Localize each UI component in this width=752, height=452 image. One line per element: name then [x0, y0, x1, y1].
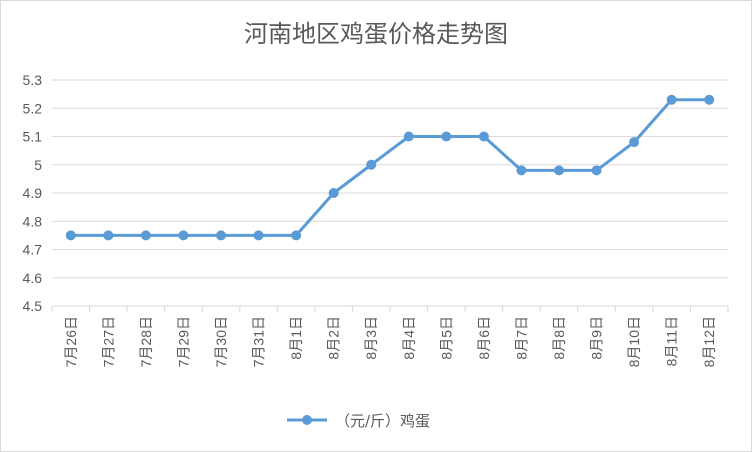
data-point	[103, 230, 114, 241]
data-point	[140, 230, 151, 241]
x-tick-label: 8月8日	[551, 316, 567, 360]
x-tick-label: 7月29日	[175, 316, 191, 367]
data-point	[629, 137, 640, 148]
x-tick-label: 8月2日	[326, 316, 342, 360]
legend: （元/斤）鸡蛋	[287, 410, 430, 430]
data-point	[65, 230, 76, 241]
data-point	[366, 159, 377, 170]
data-point	[516, 165, 527, 176]
data-point	[704, 94, 715, 105]
x-tick-label: 8月7日	[513, 316, 529, 360]
x-tick-label: 8月11日	[664, 316, 680, 366]
y-tick-label: 5.1	[23, 129, 43, 145]
y-tick-label: 4.9	[23, 185, 43, 201]
x-tick-label: 8月9日	[589, 316, 605, 360]
x-tick-label: 8月1日	[288, 316, 304, 360]
x-tick-label: 8月10日	[626, 316, 642, 367]
x-tick-label: 8月4日	[401, 316, 417, 360]
x-tick-label: 8月3日	[363, 316, 379, 360]
data-point	[216, 230, 226, 241]
data-point	[403, 131, 414, 142]
legend-series-marker	[287, 415, 327, 425]
y-tick-label: 5.3	[23, 72, 43, 88]
chart-title: 河南地区鸡蛋价格走势图	[244, 20, 508, 48]
y-tick-label: 5	[34, 157, 42, 173]
data-point	[441, 131, 452, 142]
x-tick-label: 7月30日	[213, 316, 229, 367]
x-tick-label: 7月27日	[100, 316, 116, 367]
data-point	[253, 230, 264, 241]
y-tick-label: 4.6	[23, 270, 43, 286]
data-point	[328, 188, 339, 198]
y-tick-label: 4.5	[23, 298, 43, 314]
y-tick-label: 4.7	[23, 242, 43, 258]
x-tick-label: 7月31日	[251, 316, 267, 367]
x-tick-label: 8月5日	[438, 316, 454, 360]
legend-series-label: （元/斤）鸡蛋	[335, 411, 431, 430]
data-point	[178, 230, 189, 241]
y-tick-label: 4.8	[23, 213, 43, 229]
x-tick-label: 8月12日	[701, 316, 717, 367]
data-point	[666, 94, 677, 105]
x-tick-label: 8月6日	[476, 316, 492, 360]
data-point	[554, 165, 564, 176]
x-tick-label: 7月28日	[138, 316, 154, 367]
series-line	[70, 98, 710, 237]
data-point	[478, 131, 489, 142]
y-tick-label: 5.2	[23, 100, 43, 116]
x-tick-label: 7月26日	[63, 316, 79, 367]
data-point	[591, 165, 602, 176]
data-point	[291, 230, 302, 241]
